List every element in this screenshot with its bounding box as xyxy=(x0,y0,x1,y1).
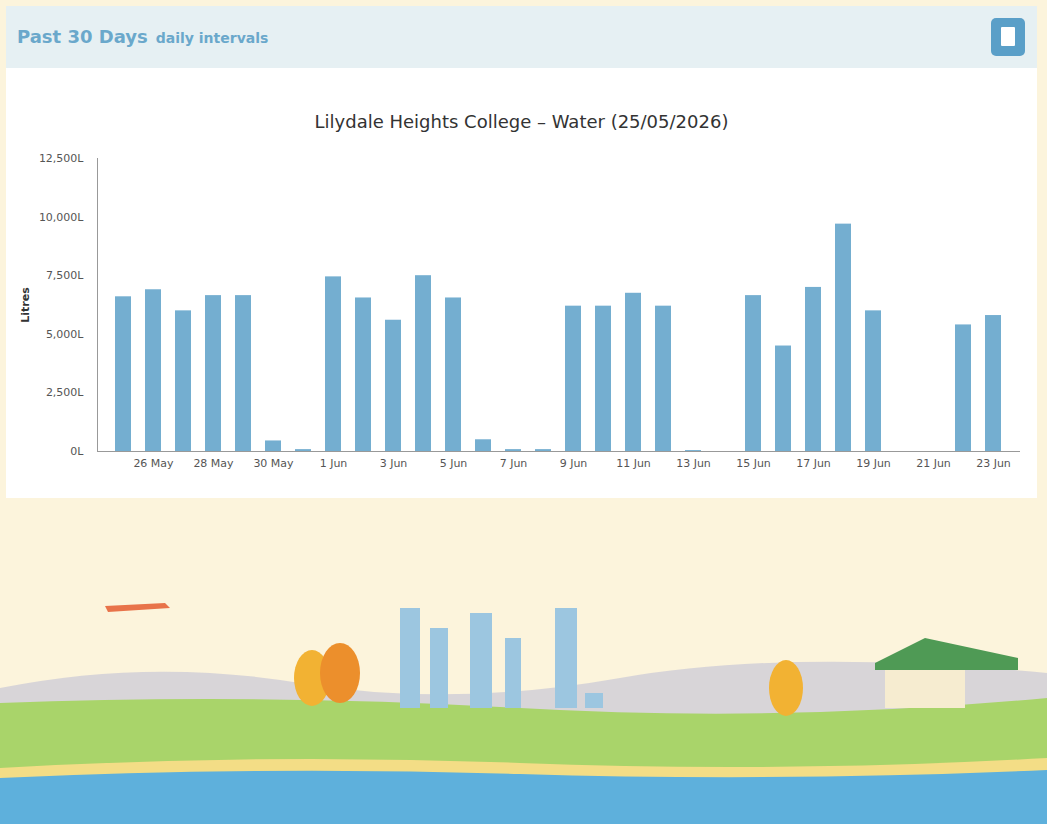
svg-text:11 Jun: 11 Jun xyxy=(616,457,651,470)
svg-text:3 Jun: 3 Jun xyxy=(380,457,408,470)
svg-text:5 Jun: 5 Jun xyxy=(440,457,468,470)
svg-text:30 May: 30 May xyxy=(253,457,294,470)
html-text:Lilydale Heights College – Wat: Lilydale Heights College – Water (25/05/… xyxy=(314,111,729,132)
svg-text:19 Jun: 19 Jun xyxy=(856,457,891,470)
svg-text:17 Jun: 17 Jun xyxy=(796,457,831,470)
svg-text:2,500L: 2,500L xyxy=(46,386,84,399)
svg-text:1 Jun: 1 Jun xyxy=(320,457,348,470)
svg-text:10,000L: 10,000L xyxy=(39,211,84,224)
svg-text:7,500L: 7,500L xyxy=(46,269,84,282)
svg-text:9 Jun: 9 Jun xyxy=(560,457,588,470)
svg-text:21 Jun: 21 Jun xyxy=(916,457,951,470)
svg-text:23 Jun: 23 Jun xyxy=(976,457,1011,470)
svg-text:7 Jun: 7 Jun xyxy=(500,457,528,470)
html-text:Past 30 Days daily intervals: Past 30 Days daily intervals xyxy=(17,26,269,47)
svg-text:Litres: Litres xyxy=(19,287,32,323)
svg-text:12,500L: 12,500L xyxy=(39,152,84,165)
svg-text:5,000L: 5,000L xyxy=(46,328,84,341)
svg-text:28 May: 28 May xyxy=(193,457,234,470)
svg-text:0L: 0L xyxy=(70,445,84,458)
svg-text:26 May: 26 May xyxy=(133,457,174,470)
svg-text:15 Jun: 15 Jun xyxy=(736,457,771,470)
svg-text:13 Jun: 13 Jun xyxy=(676,457,711,470)
